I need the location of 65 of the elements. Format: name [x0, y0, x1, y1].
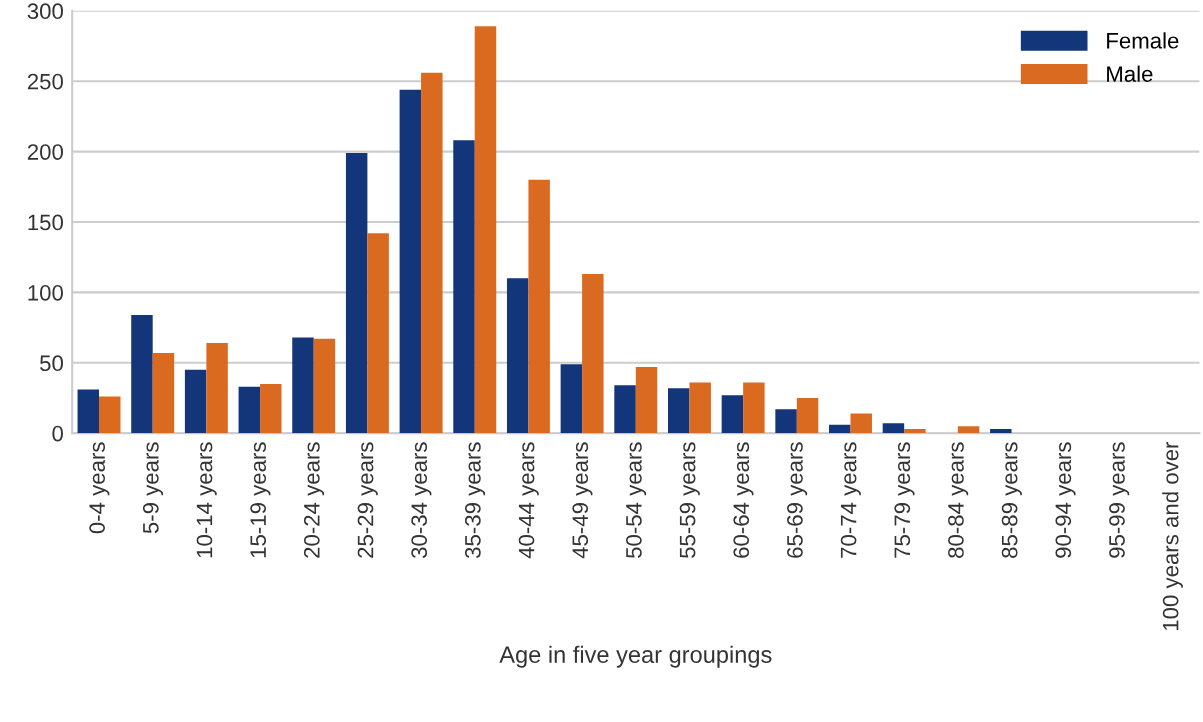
bar	[904, 428, 926, 434]
bar	[582, 274, 604, 434]
bar	[345, 153, 368, 434]
bar	[152, 352, 175, 434]
x-tick-label: 80-84 years	[948, 442, 969, 558]
bar	[421, 72, 443, 434]
bar	[721, 395, 744, 434]
x-tick-label: 35-39 years	[464, 442, 486, 559]
x-tick-label: 55-59 years	[679, 442, 700, 558]
bar	[367, 233, 389, 434]
bar	[850, 413, 872, 434]
bar	[399, 89, 422, 434]
legend-label: Female	[1107, 32, 1179, 49]
bar	[528, 179, 550, 434]
x-tick-label: 50-54 years	[626, 442, 647, 558]
x-tick-label: 65-69 years	[787, 442, 808, 558]
x-tick-label: 15-19 years	[250, 442, 271, 558]
legend-label: Male	[1107, 65, 1153, 82]
bar	[957, 426, 980, 434]
bar	[882, 423, 905, 434]
bar	[743, 382, 765, 434]
y-tick-label: 100	[28, 284, 63, 301]
x-axis-title: Age in five year groupings	[499, 645, 772, 668]
bar	[775, 409, 797, 434]
x-tick-label: 70-74 years	[840, 442, 861, 558]
bar	[238, 386, 261, 434]
x-tick-label: 75-79 years	[894, 442, 915, 558]
bar	[560, 364, 583, 434]
bar	[292, 337, 314, 434]
y-tick-label: 50	[40, 355, 63, 372]
bar	[667, 388, 690, 434]
x-tick-label: 10-14 years	[196, 442, 217, 558]
x-tick-label: 95-99 years	[1109, 442, 1130, 558]
bar	[206, 343, 228, 434]
bar	[506, 278, 529, 434]
x-tick-label: 85-89 years	[1001, 442, 1022, 558]
y-tick-label: 200	[27, 144, 63, 160]
bar	[77, 389, 100, 434]
x-tick-label: 45-49 years	[572, 442, 593, 559]
y-tick-label: 150	[28, 214, 63, 231]
bar	[260, 383, 282, 434]
bar	[131, 314, 153, 434]
x-tick-label: 5-9 years	[142, 442, 164, 534]
y-tick-label: 300	[27, 3, 63, 20]
bar	[796, 398, 819, 434]
bar	[184, 369, 207, 434]
x-tick-label: 90-94 years	[1055, 442, 1076, 558]
bar	[614, 385, 636, 434]
bar	[990, 428, 1012, 434]
y-tick-label: 0	[52, 425, 63, 442]
x-tick-label: 60-64 years	[733, 442, 754, 558]
bar	[635, 367, 658, 434]
bar	[313, 338, 336, 434]
bar	[99, 396, 121, 434]
x-tick-label: 20-24 years	[303, 442, 325, 558]
bar	[453, 140, 475, 434]
x-tick-label: 25-29 years	[357, 442, 378, 558]
x-tick-label: 40-44 years	[518, 442, 539, 559]
x-tick-label: 30-34 years	[411, 442, 432, 559]
y-tick-label: 250	[27, 73, 63, 90]
bar	[689, 382, 711, 434]
bar	[829, 424, 851, 434]
x-tick-label: 0-4 years	[89, 442, 110, 534]
x-tick-label: 100 years and over	[1162, 441, 1183, 631]
bar	[474, 26, 497, 434]
